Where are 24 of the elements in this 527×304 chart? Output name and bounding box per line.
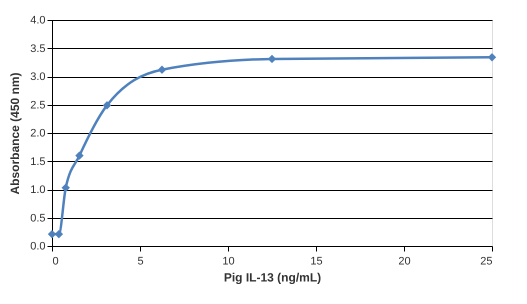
y-tick-label: 3.5: [30, 42, 46, 55]
y-tick-label: 4.0: [30, 14, 46, 26]
x-tick-label: 20: [398, 256, 411, 268]
point: [268, 54, 276, 64]
x-tick-label: 10: [222, 256, 235, 268]
point: [102, 101, 112, 110]
x-tick-label: 15: [310, 256, 323, 268]
y-tick-label: 3.0: [30, 71, 46, 83]
point: [158, 66, 166, 74]
x-tick-label: 5: [137, 256, 144, 268]
x-tick-label: 25: [480, 256, 492, 268]
y-tick-label: 2.0: [30, 128, 46, 140]
point: [75, 151, 84, 160]
y-tick-label: 1.0: [30, 184, 46, 196]
point: [48, 230, 56, 238]
y-tick-label: 1.5: [30, 156, 46, 168]
x-axis-title: Pig IL-13 (ng/mL): [224, 270, 322, 284]
point: [54, 230, 64, 238]
y-axis-title: Absorbance (450 nm): [8, 72, 22, 195]
x-tick-label: 0: [52, 256, 59, 268]
y-tick-label: 0.5: [30, 212, 46, 224]
y-tick-label: 2.5: [30, 99, 46, 112]
y-tick-label: 0.0: [30, 240, 46, 252]
point: [62, 184, 70, 192]
